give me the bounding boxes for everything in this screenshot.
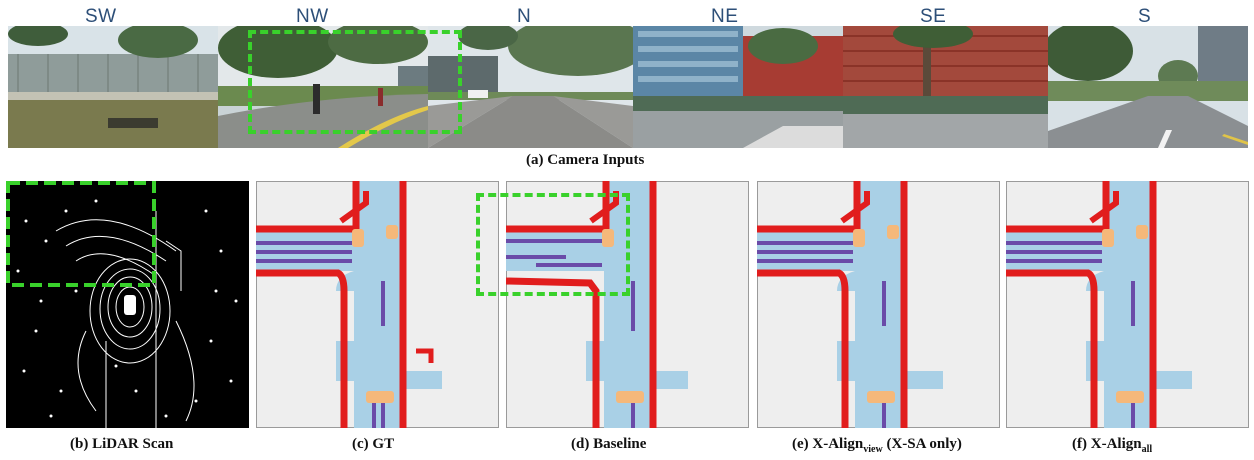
caption-xalign-view-sub: view — [863, 444, 883, 455]
xalign-all-map-panel — [1006, 181, 1249, 428]
camera-label-s: S — [1138, 6, 1152, 27]
camera-image-nw — [218, 26, 428, 148]
caption-camera-inputs: (a) Camera Inputs — [526, 152, 645, 168]
caption-baseline: (d) Baseline — [571, 436, 647, 452]
caption-xalign-view-suffix: (X-SA only) — [882, 436, 962, 452]
highlight-box-nw — [248, 30, 462, 134]
camera-image-ne — [633, 26, 843, 148]
caption-lidar-scan: (b) LiDAR Scan — [70, 436, 174, 452]
gt-map-panel — [256, 181, 499, 428]
caption-xalign-all: (f) X-Alignall — [1072, 436, 1152, 455]
caption-xalign-all-prefix: (f) X-Align — [1072, 436, 1142, 452]
camera-label-ne: NE — [711, 6, 739, 27]
lidar-panel — [6, 181, 249, 428]
camera-label-n: N — [517, 6, 532, 27]
camera-strip — [8, 26, 1248, 148]
highlight-box-baseline — [476, 193, 630, 296]
camera-image-se — [843, 26, 1048, 148]
camera-label-sw: SW — [85, 6, 117, 27]
camera-image-n — [428, 26, 633, 148]
camera-label-nw: NW — [296, 6, 329, 27]
caption-xalign-view-prefix: (e) X-Align — [792, 436, 864, 452]
xalign-view-map-panel — [757, 181, 1000, 428]
caption-xalign-view: (e) X-Alignview (X-SA only) — [792, 436, 962, 455]
caption-xalign-all-sub: all — [1141, 444, 1153, 455]
camera-image-sw — [8, 26, 218, 148]
camera-label-se: SE — [920, 6, 947, 27]
caption-gt: (c) GT — [352, 436, 395, 452]
camera-image-s — [1048, 26, 1248, 148]
